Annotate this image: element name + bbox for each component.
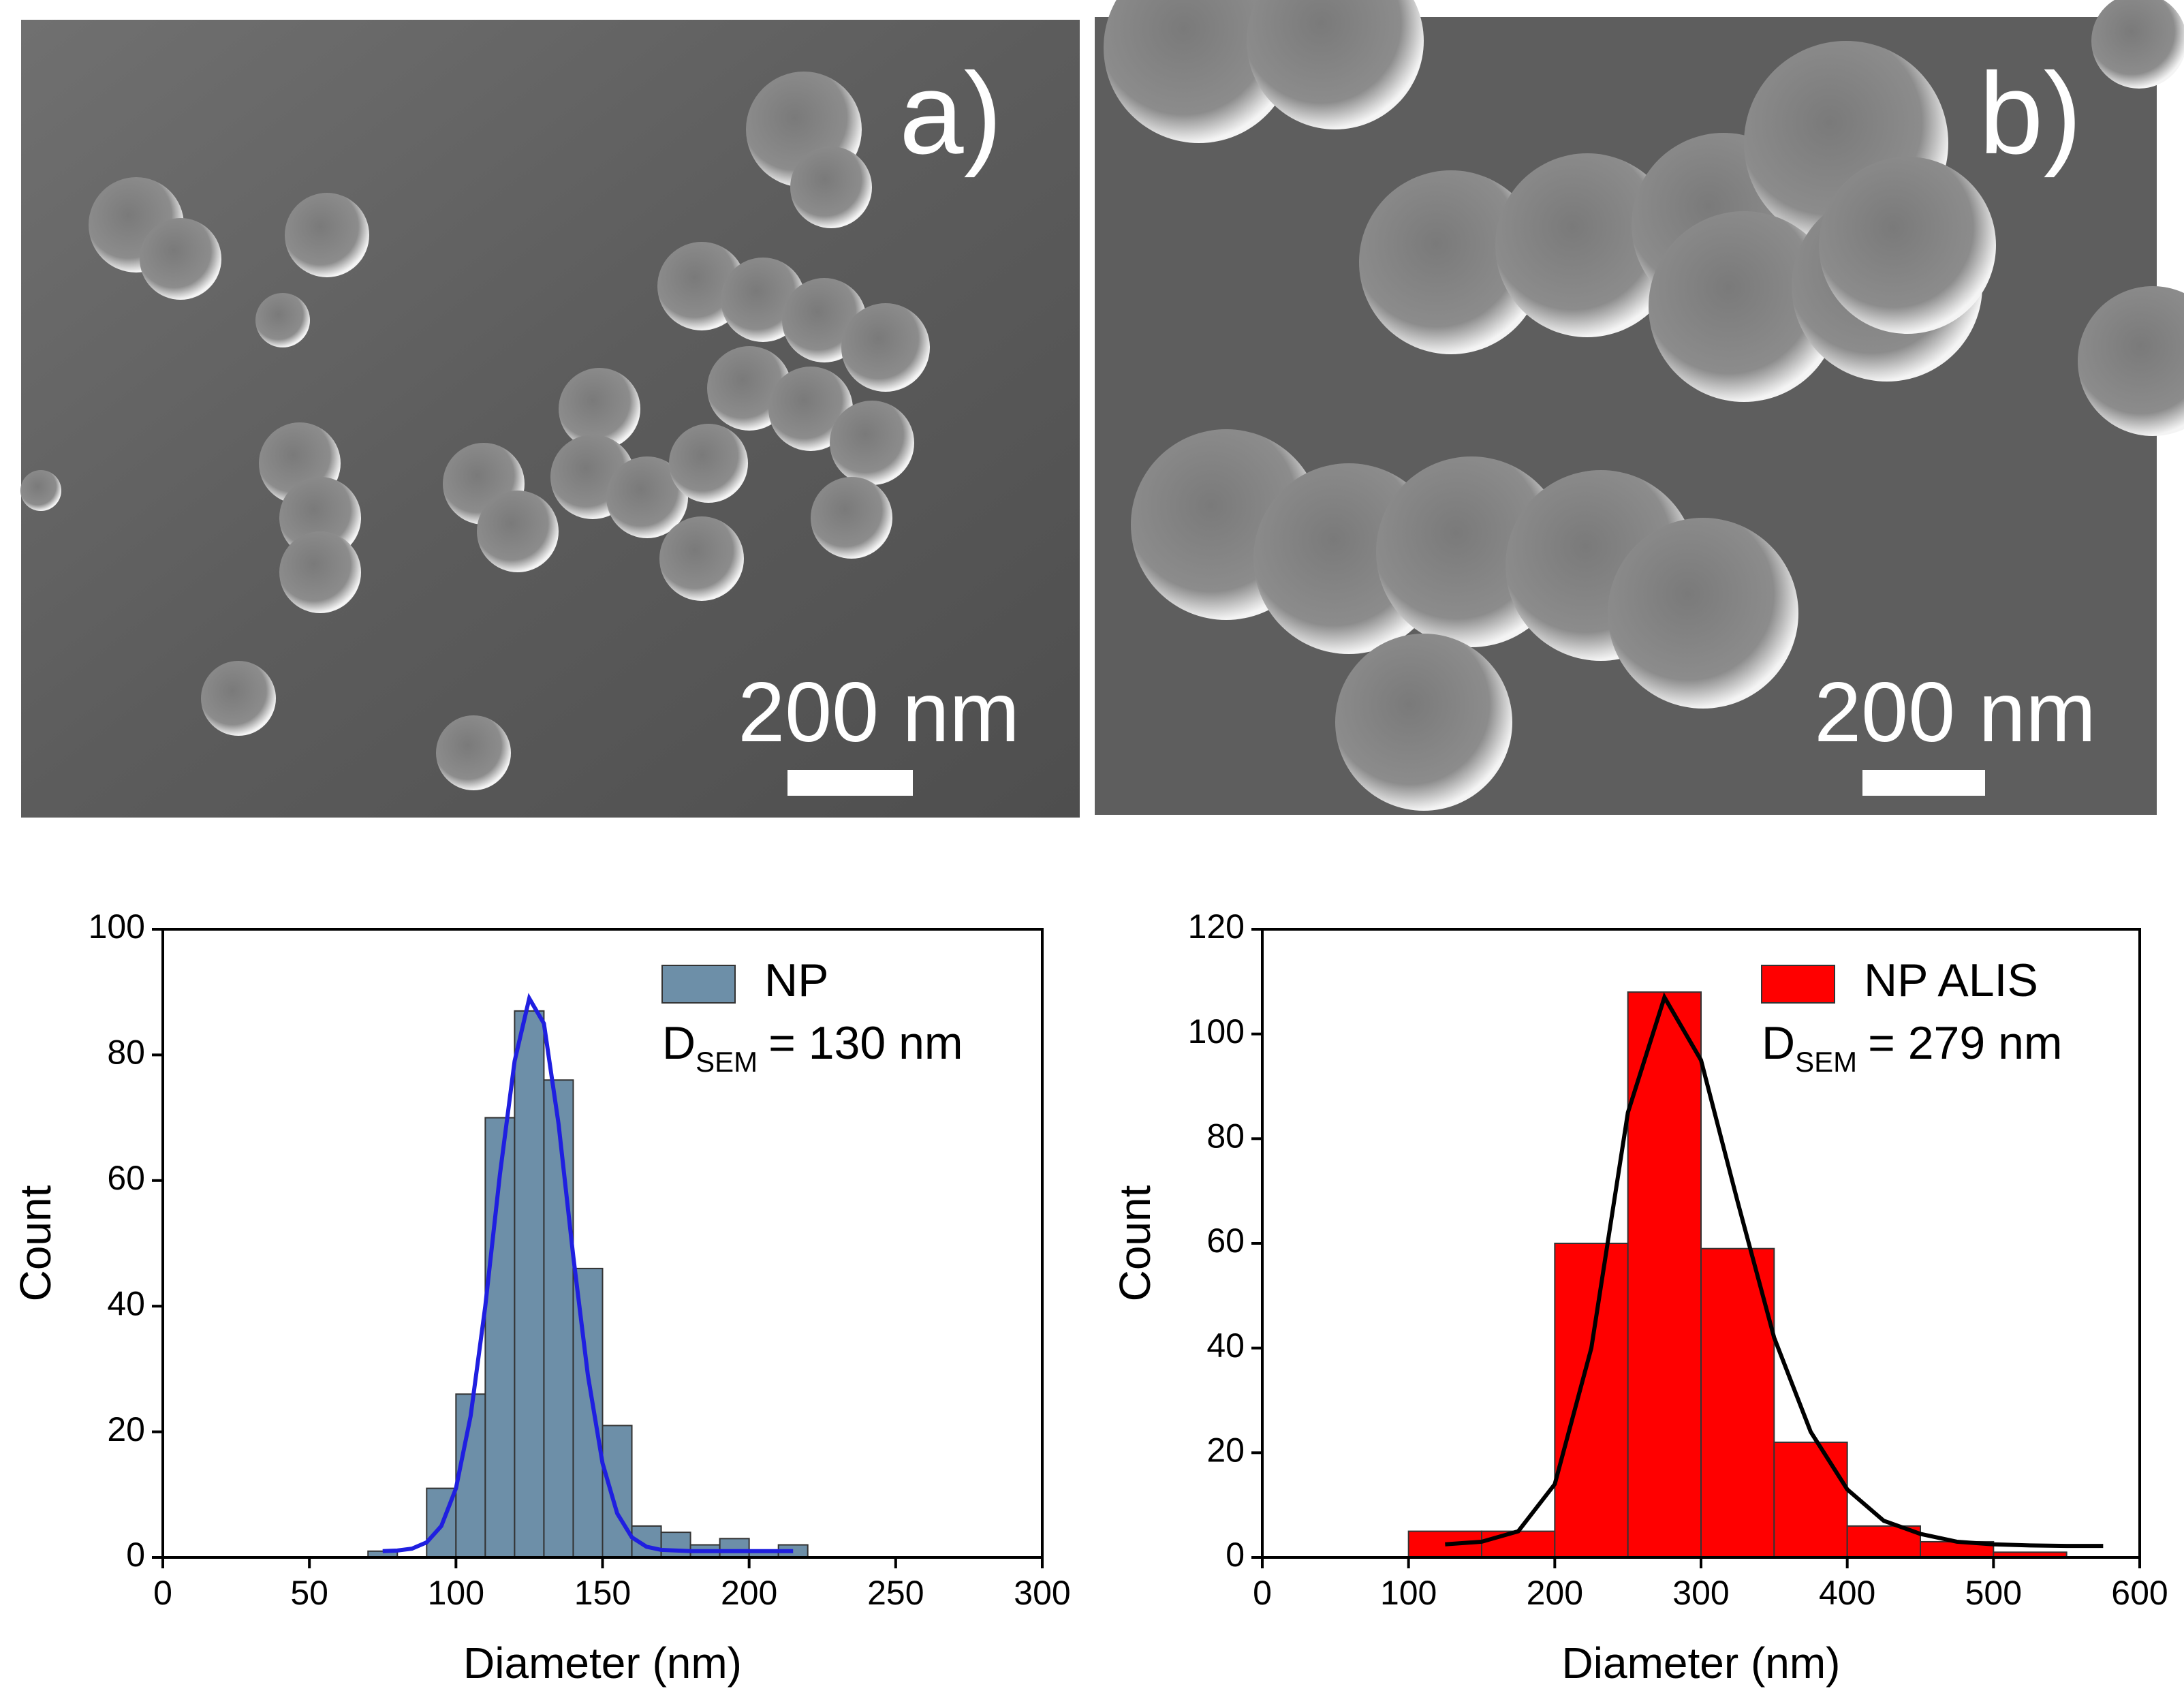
bar: [572, 1267, 604, 1558]
legend-label: NP: [764, 954, 828, 1006]
histogram-chart: 0 20 40 60 80 100 120 0 100 200 300 400 500 600 Diamet…: [1110, 907, 2168, 1688]
x-tick-label: 300: [1672, 1574, 1729, 1612]
fit-curve: [1445, 992, 2104, 1549]
y-tick-label: 40: [1206, 1326, 1245, 1365]
y-axis-title: Count: [11, 1185, 60, 1301]
panel-label: b): [1979, 49, 2082, 178]
bar: [1627, 991, 1702, 1558]
x-tick-label: 100: [1380, 1574, 1437, 1612]
annotation-subscript: SEM: [696, 1046, 758, 1078]
annotation-text: D: [1762, 1017, 1795, 1069]
x-tick-label: 0: [1253, 1574, 1272, 1612]
x-axis-title: Diameter (nm): [1562, 1639, 1841, 1688]
bar: [543, 1079, 574, 1558]
y-tick-label: 0: [1226, 1536, 1245, 1574]
y-tick-label: 80: [107, 1034, 145, 1072]
x-tick-label: 600: [2111, 1574, 2168, 1612]
x-tick-label: 50: [290, 1574, 328, 1612]
y-tick-label: 40: [107, 1284, 145, 1322]
annotation-suffix: = 130 nm: [768, 1017, 963, 1069]
legend-swatch: [661, 965, 736, 1004]
panel-label: a): [899, 49, 1002, 178]
legend-swatch: [1761, 965, 1835, 1004]
annotation-subscript: SEM: [1795, 1046, 1857, 1078]
sem-image-b: b) 200 nm: [1095, 0, 2184, 815]
annotation: DSEM = 279 nm: [1762, 1017, 2063, 1078]
scale-bar: [1862, 770, 1985, 796]
legend-label: NP ALIS: [1864, 954, 2038, 1006]
y-tick-label: 100: [1188, 1012, 1245, 1051]
scale-bar-label: 200 nm: [1814, 666, 2096, 760]
x-tick-label: 200: [1527, 1574, 1583, 1612]
bar: [719, 1538, 750, 1559]
bar: [1481, 1530, 1556, 1558]
annotation: DSEM = 130 nm: [662, 1017, 963, 1078]
y-tick-label: 20: [1206, 1431, 1245, 1470]
x-tick-label: 200: [721, 1574, 777, 1612]
y-tick-label: 100: [89, 907, 145, 946]
y-tick-label: 0: [126, 1536, 145, 1574]
scale-bar: [787, 770, 913, 796]
y-tick-label: 20: [107, 1410, 145, 1448]
y-axis-title: Count: [1110, 1185, 1159, 1301]
histogram-chart: 0 20 40 60 80 100 0 50 100 150 200 250 300 Diameter (…: [11, 907, 1071, 1688]
y-tick-label: 120: [1188, 907, 1245, 946]
y-tick-label: 60: [107, 1159, 145, 1197]
bar: [514, 1010, 545, 1558]
sem-image-a: a) 200 nm: [20, 20, 1080, 818]
x-tick-label: 250: [867, 1574, 924, 1612]
y-tick-label: 80: [1206, 1117, 1245, 1155]
bar: [1773, 1441, 1848, 1558]
x-tick-label: 300: [1014, 1574, 1070, 1612]
x-tick-label: 0: [153, 1574, 172, 1612]
bar: [1554, 1243, 1629, 1558]
fit-curve: [382, 993, 794, 1553]
annotation-text: D: [662, 1017, 696, 1069]
y-tick-label: 60: [1206, 1222, 1245, 1260]
x-tick-label: 150: [574, 1574, 631, 1612]
bar: [602, 1425, 633, 1558]
annotation-suffix: = 279 nm: [1868, 1017, 2062, 1069]
bar: [660, 1532, 691, 1559]
scale-bar-label: 200 nm: [738, 666, 1020, 760]
x-axis-title: Diameter (nm): [463, 1639, 742, 1688]
x-tick-label: 500: [1965, 1574, 2022, 1612]
x-tick-label: 100: [428, 1574, 484, 1612]
x-tick-label: 400: [1819, 1574, 1875, 1612]
